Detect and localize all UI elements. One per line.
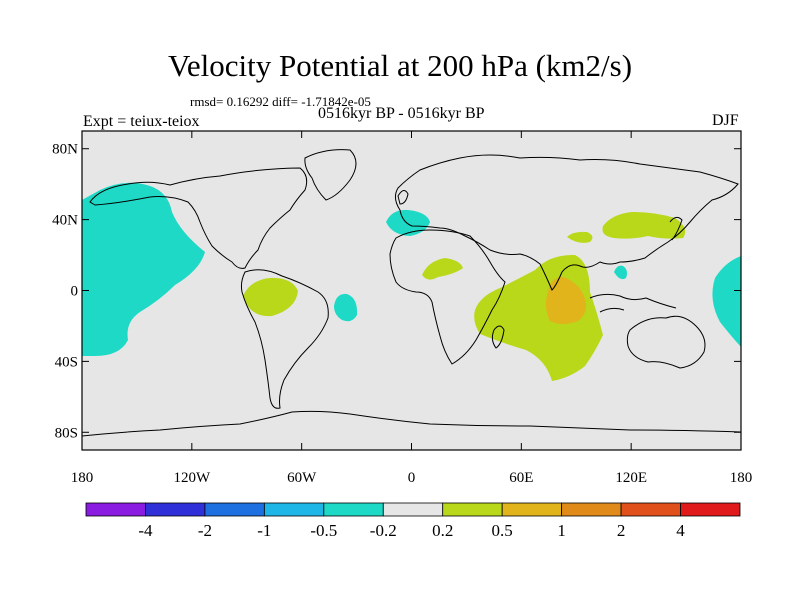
plot-title: Velocity Potential at 200 hPa (km2/s) xyxy=(167,48,633,83)
colorbar-label: 4 xyxy=(676,521,685,540)
latitude-axis: 80N 40N 0 40S 80S xyxy=(52,142,741,441)
eurasia-coast xyxy=(394,154,739,291)
colorbar-segment xyxy=(620,502,681,517)
lon-tick-label: 60W xyxy=(287,470,317,486)
amazon-positive xyxy=(243,277,298,317)
colorbar-segment xyxy=(680,502,741,517)
coastlines xyxy=(82,149,741,437)
madagascar-coast xyxy=(491,325,505,349)
tibet-positive xyxy=(567,231,593,243)
colorbar-segment xyxy=(561,502,622,517)
north-america-coast xyxy=(89,167,308,269)
colorbar: -4 -2 -1 -0.5 -0.2 0.2 0.5 1 2 4 xyxy=(85,502,741,540)
japan-coast xyxy=(669,216,683,241)
africa-coast xyxy=(389,229,506,365)
uk-coast xyxy=(397,190,409,205)
period-label: 0516kyr BP - 0516kyr BP xyxy=(318,105,485,122)
colorbar-label: -4 xyxy=(138,521,153,540)
season-label: DJF xyxy=(712,112,739,129)
antarctica-coast xyxy=(82,410,741,437)
colorbar-label: -0.5 xyxy=(310,521,337,540)
colorbar-label: 0.5 xyxy=(492,521,513,540)
central-pacific-negative xyxy=(82,182,205,356)
lat-tick-label: 40S xyxy=(55,354,78,370)
colorbar-label: 1 xyxy=(557,521,566,540)
lat-tick-label: 0 xyxy=(71,284,79,300)
lat-tick-label: 80S xyxy=(55,425,78,441)
colorbar-segment xyxy=(263,502,325,517)
colorbar-label: 2 xyxy=(617,521,626,540)
west-pacific-negative xyxy=(712,256,741,347)
experiment-label: Expt = teiux-teiox xyxy=(83,113,200,130)
longitude-axis: 180 120W 60W 0 60E 120E 180 xyxy=(71,131,753,486)
colorbar-segment xyxy=(85,502,146,517)
lon-tick-label: 0 xyxy=(408,470,416,486)
lon-tick-label: 120W xyxy=(173,470,211,486)
map-background xyxy=(82,131,741,450)
lon-tick-label: 60E xyxy=(509,470,533,486)
colorbar-segment xyxy=(204,502,265,517)
colorbar-segment xyxy=(382,502,444,517)
australia-coast xyxy=(626,315,706,369)
colorbar-segment xyxy=(145,502,206,517)
south-america-coast xyxy=(240,269,329,409)
maritime-continent-coast xyxy=(589,293,677,313)
lon-tick-label: 180 xyxy=(71,470,94,486)
stats-line: rmsd= 0.16292 diff= -1.71842e-05 xyxy=(190,94,371,109)
central-indian-ocean-positive xyxy=(545,277,586,324)
south-atlantic-negative xyxy=(334,293,358,322)
colorbar-segment xyxy=(323,502,384,517)
mediterranean-negative xyxy=(386,209,430,236)
east-asia-positive xyxy=(602,212,686,239)
colorbar-segment xyxy=(501,502,563,517)
lat-tick-label: 80N xyxy=(52,142,78,158)
south-china-sea-negative xyxy=(614,265,627,280)
lon-tick-label: 120E xyxy=(615,470,647,486)
colorbar-label: -2 xyxy=(198,521,212,540)
colorbar-label: -0.2 xyxy=(370,521,397,540)
sahara-positive xyxy=(422,258,463,280)
lon-tick-label: 180 xyxy=(730,470,753,486)
colorbar-segment xyxy=(442,502,503,517)
lat-tick-label: 40N xyxy=(52,213,78,229)
colorbar-label: -1 xyxy=(257,521,271,540)
colorbar-label: 0.2 xyxy=(432,521,453,540)
greenland-coast xyxy=(304,149,357,201)
